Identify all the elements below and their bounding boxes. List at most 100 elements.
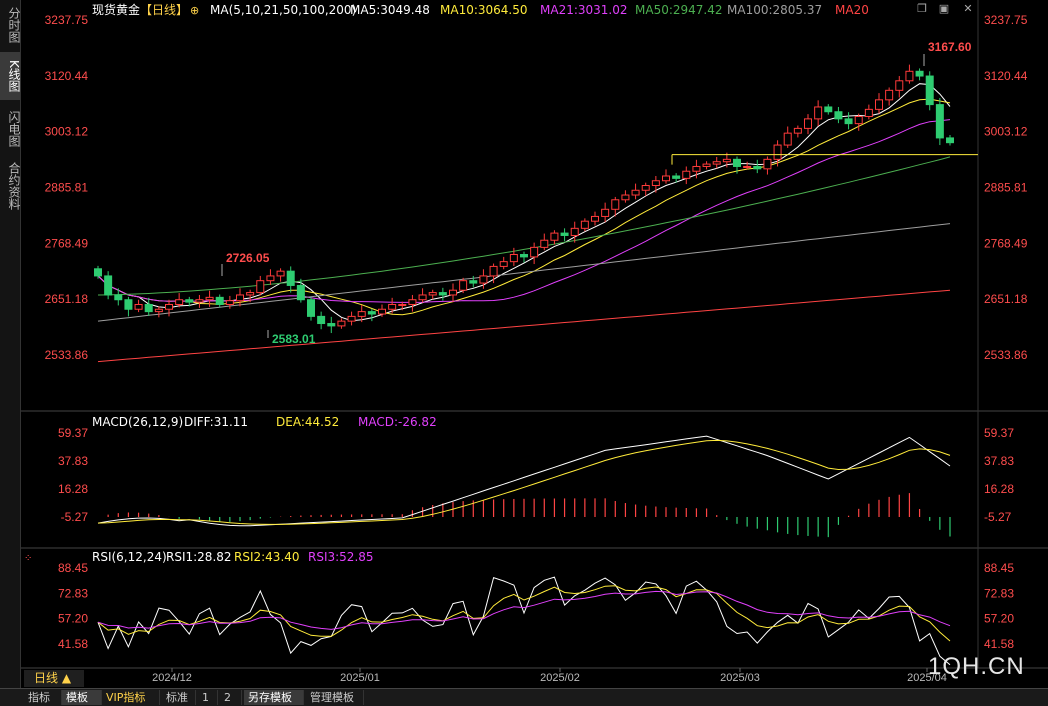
ma21-line [97, 119, 951, 303]
macd-tick-left: 59.37 [58, 426, 88, 440]
candle-body [357, 311, 366, 317]
candle-body [114, 294, 123, 301]
candle-body [895, 80, 904, 91]
bottom-tab-3[interactable]: 标准 [162, 690, 196, 705]
candle-body [854, 115, 863, 125]
candle-body [712, 161, 721, 165]
candle-body [337, 320, 346, 327]
candle-body [672, 175, 681, 179]
bottom-tab-0[interactable]: 指标 [24, 690, 62, 705]
price-tick-left: 3003.12 [45, 125, 89, 139]
candle-body [682, 170, 691, 179]
bottom-tab-6[interactable]: 另存模板 [244, 690, 304, 705]
candle-body [124, 299, 133, 310]
period-selector[interactable]: 日线 ▲ [24, 670, 84, 687]
ma5-line [97, 83, 951, 322]
candle-body [733, 158, 741, 167]
macd-tick-right: 16.28 [984, 482, 1014, 496]
candle-body [398, 303, 407, 306]
rsi-tick-right: 41.58 [984, 637, 1014, 651]
candle-body [499, 261, 508, 267]
candle-body [824, 106, 833, 113]
close-icon[interactable]: ✕ [963, 2, 973, 15]
candle-body [935, 104, 944, 139]
price-tick-right: 2885.81 [984, 180, 1028, 194]
candle-body [428, 292, 437, 296]
candle-body [175, 299, 184, 305]
candle-body [489, 265, 498, 277]
bottom-tab-1[interactable]: 模板 [62, 690, 102, 705]
candle-body [743, 165, 752, 168]
bottom-tab-4[interactable]: 1 [198, 690, 218, 705]
x-tick-label: 2024/12 [152, 672, 192, 684]
price-tick-right: 2533.86 [984, 348, 1028, 362]
rsi-value-label: RSI1:28.82 [166, 550, 232, 564]
x-tick-label: 2025/02 [540, 672, 580, 684]
candle-body [185, 299, 194, 303]
dea-line [97, 439, 951, 525]
macd-label: MACD(26,12,9) [92, 415, 183, 429]
rsi-value-label: RSI3:52.85 [308, 550, 374, 564]
bottom-tab-7[interactable]: 管理模板 [306, 690, 364, 705]
maximize-icon[interactable]: ▣ [938, 2, 950, 15]
ma100-line [97, 223, 951, 322]
settings-icon: ⊕ [190, 4, 199, 17]
bottom-tab-2[interactable]: VIP指标 [102, 690, 160, 705]
ma-value-label: MA100:2805.37 [727, 3, 822, 17]
sidebar-tab-2[interactable]: 闪电图 [7, 111, 21, 147]
sidebar-tab-3[interactable]: 合约资料 [7, 162, 21, 210]
macd-tick-right: 59.37 [984, 426, 1014, 440]
sidebar-tab-0[interactable]: 分时图 [7, 7, 21, 43]
candle-body [246, 292, 255, 296]
candle-body [905, 70, 914, 82]
candle-body [875, 99, 883, 110]
price-tick-right: 2768.49 [984, 236, 1028, 250]
candle-body [540, 239, 549, 248]
candle-body [662, 175, 670, 182]
macd-tick-left: 37.83 [58, 454, 88, 468]
kline-chart[interactable]: 3167.60 2726.05 2583.01 3237.75 3237.75 3120… [0, 0, 1048, 688]
candle-body [236, 294, 244, 302]
rsi-tick-left: 41.58 [58, 637, 88, 651]
indicator-settings-icon: ⁘ [24, 553, 32, 564]
indicator-headers: 现货黄金 【日线】 MA(5,10,21,50,100,200)MA5:3049.4… [24, 2, 869, 564]
candle-body [276, 270, 285, 277]
ma-value-label: MA20 [835, 3, 869, 17]
macd-panel: 59.37 59.37 37.83 37.83 16.28 16.28 -5.27 -5.27 [58, 426, 1014, 538]
candle-body [580, 220, 589, 229]
ma10-line [97, 98, 951, 316]
price-tick-left: 3120.44 [45, 69, 89, 83]
x-tick-label: 2025/01 [340, 672, 380, 684]
candle-body [134, 303, 143, 310]
candle-body [591, 215, 599, 222]
diff-line [97, 435, 951, 527]
period-tag: 【日线】 [140, 3, 188, 17]
restore-icon[interactable]: ❐ [917, 2, 927, 15]
candle-body [844, 118, 853, 125]
candle-body [205, 296, 214, 301]
price-tick-right: 3237.75 [984, 13, 1028, 27]
sidebar-tab-1[interactable]: K线图 [0, 52, 21, 100]
candle-body [479, 275, 488, 284]
candle-body [317, 315, 326, 325]
price-tick-left: 2768.49 [45, 236, 89, 250]
macd-value-label: DEA:44.52 [276, 415, 339, 429]
ma-params: MA(5,10,21,50,100,200) [210, 3, 356, 17]
macd-tick-left: 16.28 [58, 482, 88, 496]
support-line [671, 154, 978, 165]
macd-tick-left: -5.27 [61, 510, 89, 524]
rsi-tick-right: 57.20 [984, 612, 1014, 626]
candle-body [834, 111, 843, 120]
price-tick-right: 3003.12 [984, 125, 1028, 139]
candle-body [702, 163, 711, 167]
candle-body [885, 89, 894, 101]
candle-body [307, 299, 315, 317]
rsi2-line [97, 585, 951, 642]
candle-body [449, 289, 457, 296]
annotation-low: 2583.01 [272, 332, 316, 346]
rsi1-line [97, 576, 951, 666]
candle-body [296, 284, 305, 301]
candle-body [611, 199, 620, 210]
bottom-tab-5[interactable]: 2 [220, 690, 242, 705]
candle-body [144, 303, 153, 313]
